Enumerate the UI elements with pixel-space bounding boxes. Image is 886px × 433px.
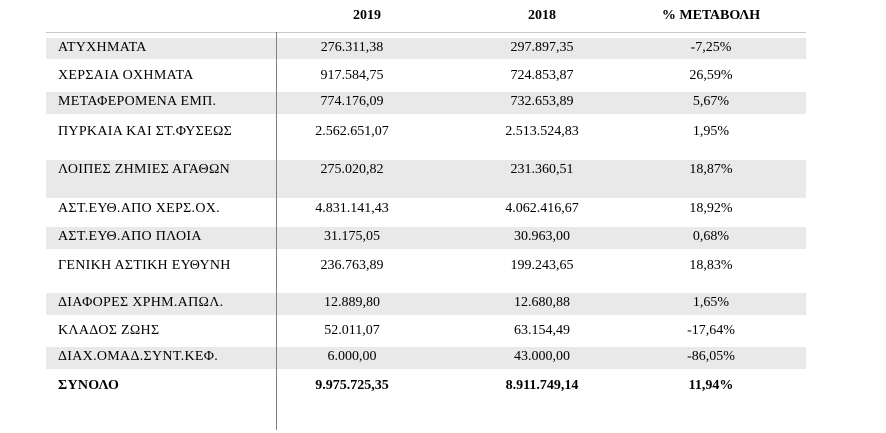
table-row: ΓΕΝΙΚΗ ΑΣΤΙΚΗ ΕΥΘΥΝΗ 236.763,89 199.243,… [46, 256, 806, 294]
row-label: ΚΛΑΔΟΣ ΖΩΗΣ [58, 323, 160, 338]
value-change: 18,83% [689, 258, 733, 273]
row-label: ΔΙΑΧ.ΟΜΑΔ.ΣΥΝΤ.ΚΕΦ. [58, 349, 219, 364]
value-2019: 774.176,09 [320, 94, 384, 109]
table-row: ΧΕΡΣΑΙΑ ΟΧΗΜΑΤΑ 917.584,75 724.853,87 26… [46, 66, 806, 87]
value-2019: 4.831.141,43 [315, 201, 389, 216]
value-2018: 297.897,35 [510, 40, 574, 55]
header-divider [46, 32, 806, 33]
row-label: ΓΕΝΙΚΗ ΑΣΤΙΚΗ ΕΥΘΥΝΗ [58, 258, 231, 273]
value-2018: 732.653,89 [510, 94, 574, 109]
row-label: ΧΕΡΣΑΙΑ ΟΧΗΜΑΤΑ [58, 68, 194, 83]
value-change: 1,65% [692, 295, 730, 310]
value-change: -7,25% [690, 40, 732, 55]
value-change: 5,67% [692, 94, 730, 109]
value-2018: 724.853,87 [510, 68, 574, 83]
value-2018: 2.513.524,83 [505, 124, 579, 139]
value-2019: 6.000,00 [327, 349, 377, 364]
value-change: 1,95% [692, 124, 730, 139]
value-2019: 52.011,07 [324, 323, 380, 338]
table-row: ΚΛΑΔΟΣ ΖΩΗΣ 52.011,07 63.154,49 -17,64% [46, 321, 806, 343]
value-change: 26,59% [689, 68, 733, 83]
table-row: ΠΥΡΚΑΙΑ ΚΑΙ ΣΤ.ΦΥΣΕΩΣ 2.562.651,07 2.513… [46, 122, 806, 162]
total-row: ΣΥΝΟΛΟ 9.975.725,35 8.911.749,14 11,94% [46, 376, 806, 398]
value-2019: 9.975.725,35 [315, 378, 389, 393]
value-2019: 917.584,75 [320, 68, 384, 83]
value-2019: 31.175,05 [324, 229, 380, 244]
value-change: 18,92% [689, 201, 733, 216]
header-2019: 2019 [353, 8, 381, 23]
value-change: 11,94% [688, 378, 734, 393]
value-2019: 236.763,89 [320, 258, 384, 273]
value-2018: 12.680,88 [514, 295, 570, 310]
column-divider [276, 32, 277, 430]
table-row: ΜΕΤΑΦΕΡΟΜΕΝΑ ΕΜΠ. 774.176,09 732.653,89 … [46, 92, 806, 114]
value-2018: 8.911.749,14 [505, 378, 579, 393]
row-label: ΑΣΤ.ΕΥΘ.ΑΠΟ ΠΛΟΙΑ [58, 229, 202, 244]
table-row: ΔΙΑΦΟΡΕΣ ΧΡΗΜ.ΑΠΩΛ. 12.889,80 12.680,88 … [46, 293, 806, 315]
value-2019: 275.020,82 [320, 162, 384, 177]
value-2018: 4.062.416,67 [505, 201, 579, 216]
value-2019: 12.889,80 [324, 295, 380, 310]
row-label: ΛΟΙΠΕΣ ΖΗΜΙΕΣ ΑΓΑΘΩΝ [58, 162, 231, 177]
row-label: ΠΥΡΚΑΙΑ ΚΑΙ ΣΤ.ΦΥΣΕΩΣ [58, 124, 233, 139]
value-2018: 199.243,65 [510, 258, 574, 273]
row-label: ΑΣΤ.ΕΥΘ.ΑΠΟ ΧΕΡΣ.ΟΧ. [58, 201, 220, 216]
header-2018: 2018 [528, 8, 556, 23]
row-label: ΣΥΝΟΛΟ [58, 378, 120, 393]
row-label: ΑΤΥΧΗΜΑΤΑ [58, 40, 147, 55]
value-change: -86,05% [687, 349, 735, 364]
table-row: ΔΙΑΧ.ΟΜΑΔ.ΣΥΝΤ.ΚΕΦ. 6.000,00 43.000,00 -… [46, 347, 806, 369]
row-label: ΜΕΤΑΦΕΡΟΜΕΝΑ ΕΜΠ. [58, 94, 217, 109]
value-change: 18,87% [689, 162, 733, 177]
header-change: % ΜΕΤΑΒΟΛΗ [661, 8, 761, 23]
value-2018: 63.154,49 [514, 323, 570, 338]
value-2018: 43.000,00 [514, 349, 570, 364]
value-change: 0,68% [692, 229, 730, 244]
value-change: -17,64% [687, 323, 735, 338]
value-2019: 276.311,38 [320, 40, 384, 55]
value-2018: 231.360,51 [510, 162, 574, 177]
table-row: ΑΣΤ.ΕΥΘ.ΑΠΟ ΧΕΡΣ.ΟΧ. 4.831.141,43 4.062.… [46, 199, 806, 221]
value-2018: 30.963,00 [514, 229, 570, 244]
value-2019: 2.562.651,07 [315, 124, 389, 139]
table-row: ΛΟΙΠΕΣ ΖΗΜΙΕΣ ΑΓΑΘΩΝ 275.020,82 231.360,… [46, 160, 806, 198]
table-row: ΑΣΤ.ΕΥΘ.ΑΠΟ ΠΛΟΙΑ 31.175,05 30.963,00 0,… [46, 227, 806, 249]
row-label: ΔΙΑΦΟΡΕΣ ΧΡΗΜ.ΑΠΩΛ. [58, 295, 224, 310]
table-row: ΑΤΥΧΗΜΑΤΑ 276.311,38 297.897,35 -7,25% [46, 38, 806, 59]
